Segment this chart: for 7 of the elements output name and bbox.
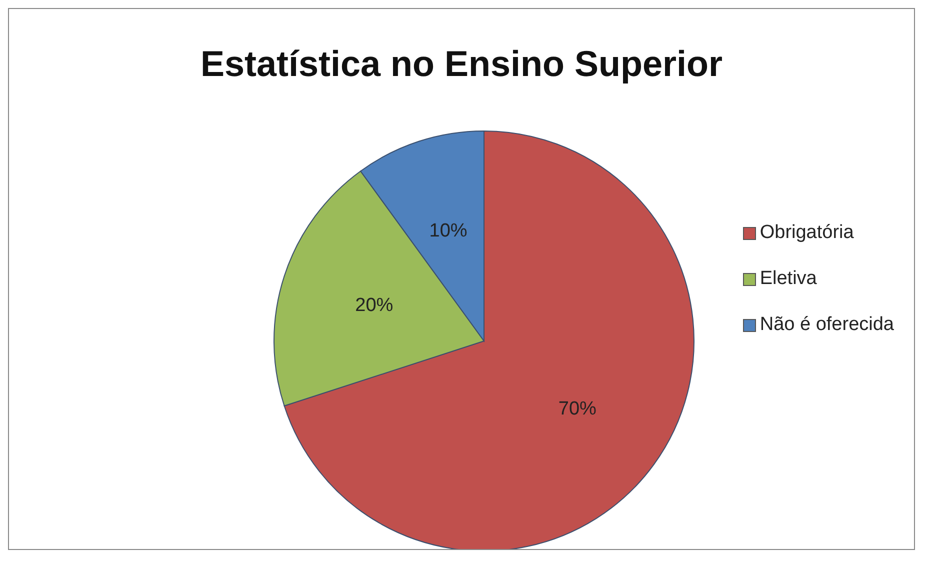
data-label: 70% bbox=[558, 398, 597, 420]
legend-label: Não é oferecida bbox=[760, 314, 894, 336]
legend-label: Eletiva bbox=[760, 268, 817, 290]
data-label: 20% bbox=[355, 294, 394, 316]
chart-title: Estatística no Ensino Superior bbox=[199, 43, 724, 85]
data-label: 10% bbox=[429, 220, 468, 242]
legend-label: Obrigatória bbox=[760, 222, 854, 244]
